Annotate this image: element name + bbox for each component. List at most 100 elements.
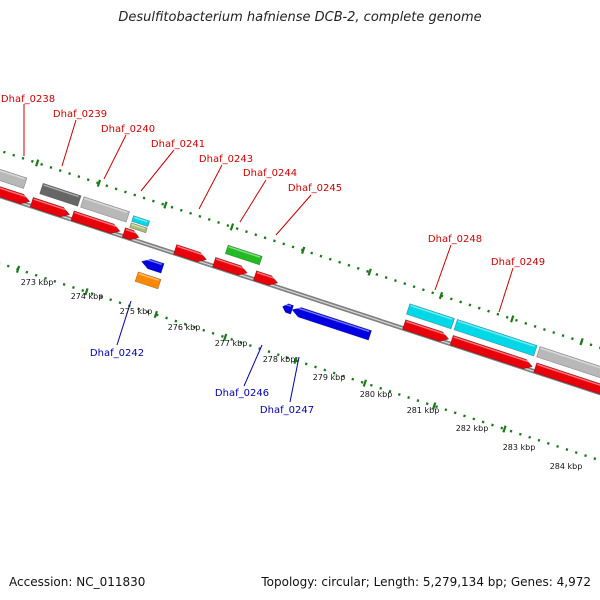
kbp-label: 283 kbp	[503, 443, 536, 452]
kbp-label: 273 kbp	[21, 278, 54, 287]
cds-plus	[212, 256, 248, 276]
leader-line-plus	[140, 149, 175, 192]
gene-label-minus: Dhaf_0242	[90, 348, 144, 359]
rrna-block	[129, 222, 148, 234]
dark-grey-block-shine	[43, 184, 79, 198]
leader-line-plus	[498, 267, 514, 313]
kbp-label: 274 kbp	[71, 292, 104, 301]
kbp-label: 278 kbp	[263, 355, 296, 364]
cds-plus	[173, 244, 208, 263]
orange-feature-shape	[134, 271, 162, 290]
cds-plus	[402, 319, 450, 342]
cds-plus	[121, 227, 140, 241]
cds-plus-shine	[405, 320, 449, 336]
gene-label-plus: Dhaf_0244	[243, 168, 297, 179]
cds-plus-shape	[0, 180, 31, 205]
gene-label-plus: Dhaf_0243	[199, 154, 253, 165]
leader-line-layer	[23, 104, 514, 403]
grey-block-shine	[84, 197, 128, 214]
trna-block	[131, 215, 151, 228]
upper-scale-track	[0, 149, 600, 350]
grey-block	[80, 196, 130, 223]
green-feature-shine	[228, 246, 261, 258]
lower-scale-tick	[502, 425, 507, 433]
cds-plus	[29, 197, 71, 218]
cds-plus-shine	[256, 271, 278, 280]
leader-line-minus	[116, 300, 132, 346]
cds-plus-shape	[449, 334, 533, 370]
leader-line-plus	[434, 244, 452, 291]
cds-plus-shine	[125, 228, 139, 235]
cds-plus-shine	[537, 363, 600, 390]
gene-label-plus: Dhaf_0240	[101, 124, 155, 135]
lower-scale-tick	[223, 333, 228, 341]
cds-plus-shine	[453, 336, 532, 364]
cds-plus-shine	[176, 245, 206, 257]
leader-line-plus	[198, 164, 223, 210]
gene-label-layer: 273 kbp 274 kbp 275 kbp 276 kbp 277 kbp 278 k…	[1, 94, 582, 471]
cyan-block	[453, 318, 538, 357]
cds-minus-shape	[282, 303, 294, 315]
upper-scale-tick	[438, 291, 444, 300]
cds-minus-shape	[141, 258, 165, 274]
gene-label-plus: Dhaf_0241	[151, 139, 205, 150]
lower-scale-tick	[362, 379, 367, 387]
leader-line-plus	[61, 119, 77, 167]
kbp-label: 277 kbp	[215, 339, 248, 348]
green-feature-shape	[224, 244, 263, 266]
cds-minus-shine	[284, 303, 292, 308]
map-title: Desulfitobacterium hafniense DCB-2, comp…	[118, 10, 482, 25]
kbp-label: 284 kbp	[550, 462, 583, 471]
topology-text: Topology: circular; Length: 5,279,134 bp…	[261, 575, 591, 589]
cds-plus	[252, 270, 279, 286]
cds-plus-shape	[212, 256, 248, 276]
upper-scale-tick	[163, 201, 168, 209]
orange-feature	[134, 271, 162, 290]
upper-scale-tick	[229, 223, 235, 231]
leader-line-plus	[239, 179, 267, 223]
grey-block-shape	[536, 346, 600, 383]
cds-minus-shape	[291, 307, 372, 341]
trna-block-shine	[133, 216, 148, 223]
kbp-label: 280 kbp	[360, 390, 393, 399]
gene-label-plus: Dhaf_0239	[53, 109, 107, 120]
grey-block-shape	[0, 165, 28, 189]
gene-label-plus: Dhaf_0249	[491, 257, 545, 268]
rrna-block-shape	[129, 222, 148, 234]
dark-grey-block	[39, 182, 82, 207]
kbp-label: 282 kbp	[456, 424, 489, 433]
trna-block-shape	[131, 215, 151, 228]
upper-scale-tick	[510, 315, 515, 323]
cds-plus	[449, 334, 533, 370]
cds-minus	[141, 257, 165, 274]
cds-minus	[291, 306, 372, 341]
cds-plus-shape	[252, 270, 279, 286]
cds-plus	[0, 180, 31, 205]
gene-label-minus: Dhaf_0247	[260, 405, 314, 416]
rrna-block-shine	[131, 223, 146, 230]
cyan-block-shape	[406, 303, 455, 330]
kbp-label: 276 kbp	[168, 323, 201, 332]
upper-scale-tick	[301, 246, 306, 254]
gene-label-minus: Dhaf_0246	[215, 388, 269, 399]
cds-plus-shape	[533, 362, 600, 396]
grey-block-shape	[80, 196, 130, 223]
upper-scale-tick	[579, 338, 584, 346]
cds-minus-shine	[143, 257, 162, 266]
cds-plus-shine	[215, 258, 247, 270]
cds-plus-shape	[29, 197, 71, 218]
leader-line-minus	[243, 344, 263, 387]
kbp-label: 281 kbp	[407, 406, 440, 415]
dark-grey-block-shape	[39, 182, 82, 207]
cds-plus-shape	[173, 244, 208, 263]
grey-block	[536, 346, 600, 383]
kbp-label: 275 kbp	[120, 307, 153, 316]
upper-scale-tick	[367, 268, 372, 276]
cds-plus-shape	[121, 227, 140, 241]
lower-scale-tick	[432, 402, 437, 410]
grey-block	[0, 165, 28, 189]
cyan-block	[406, 303, 455, 330]
leader-line-plus	[275, 194, 312, 236]
cds-plus-shape	[402, 319, 450, 342]
